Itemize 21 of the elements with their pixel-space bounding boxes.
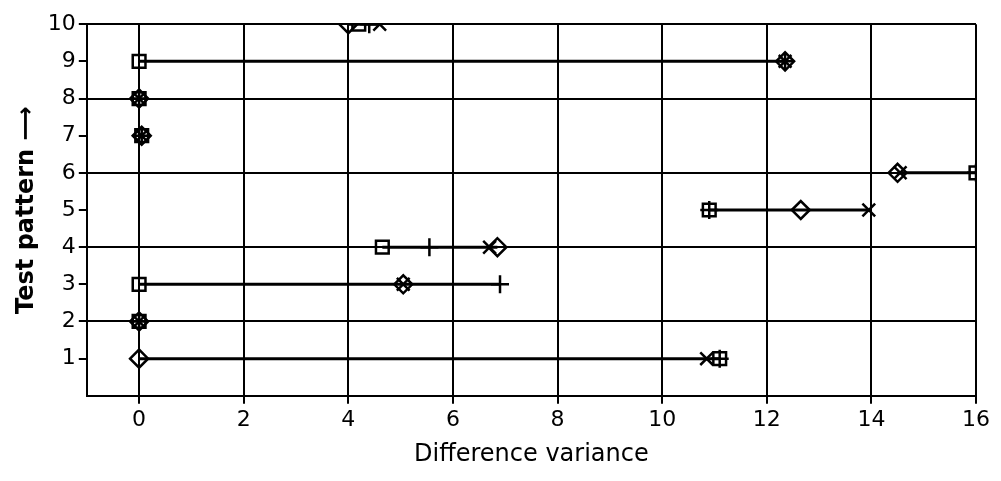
x-tick-label: 14	[857, 405, 886, 431]
y-tick-label: 5	[61, 195, 76, 221]
y-tick-label: 4	[61, 232, 76, 258]
y-axis-title: Test pattern ⟶	[10, 106, 39, 314]
y-tick-label: 6	[61, 158, 76, 184]
x-tick-label: 16	[962, 405, 990, 431]
y-tick-label: 10	[47, 9, 76, 35]
x-tick-label: 0	[132, 405, 147, 431]
y-tick-label: 2	[61, 307, 76, 333]
x-tick-label: 2	[236, 405, 251, 431]
y-tick-label: 1	[61, 344, 76, 370]
y-tick-label: 8	[61, 84, 76, 110]
x-tick-label: 10	[648, 405, 677, 431]
x-tick-label: 6	[445, 405, 460, 431]
y-tick-label: 7	[61, 121, 76, 147]
y-tick-label: 3	[61, 270, 76, 296]
x-tick-label: 8	[550, 405, 565, 431]
x-tick-label: 12	[752, 405, 781, 431]
x-tick-label: 4	[341, 405, 356, 431]
x-axis-title: Difference variance	[414, 438, 649, 467]
y-tick-label: 9	[61, 47, 76, 73]
